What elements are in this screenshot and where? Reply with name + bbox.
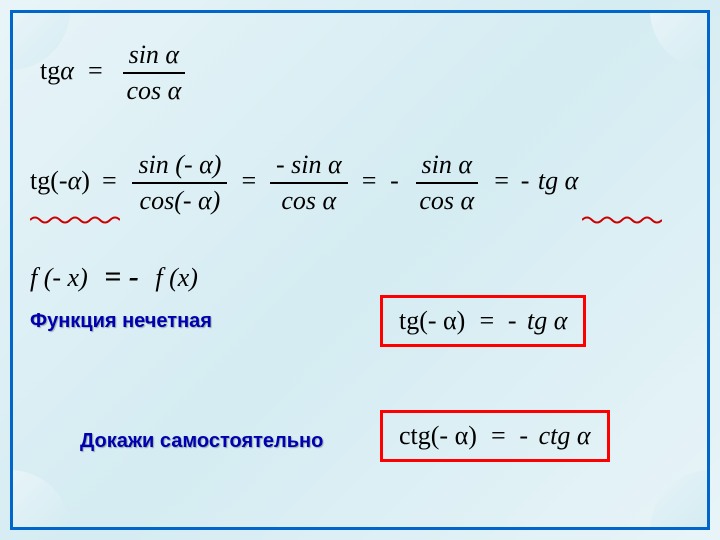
eq2-neg: - — [59, 166, 68, 195]
box1-rhs: tg α — [527, 306, 567, 335]
box2-lhs: ctg(- α) — [399, 421, 477, 450]
eq2-rhs-neg: - — [521, 166, 530, 195]
eq2-close: ) — [81, 166, 90, 195]
eq1-num: sin α — [123, 40, 186, 74]
eq1-lhs-fn: tg — [40, 56, 60, 85]
eq3-rhs: f (x) — [155, 263, 198, 292]
eq2-f3-num: sin α — [416, 150, 479, 184]
eq2-frac1: sin (- α) cos(- α) — [132, 150, 227, 216]
eq2-f2-den: cos α — [275, 184, 342, 216]
equation-1: tgα = sin α cos α — [40, 40, 191, 106]
box2-neg: - — [519, 421, 528, 450]
eq2-rhs: tg α — [538, 166, 578, 195]
eq2-frac2: - sin α cos α — [270, 150, 348, 216]
eq2-lhs-fn: tg( — [30, 166, 59, 195]
eq2-f1-num: sin (- α) — [132, 150, 227, 184]
eq1-equals: = — [86, 56, 104, 85]
equation-2: tg(-α) = sin (- α) cos(- α) = - sin α co… — [30, 150, 578, 216]
eq2-eq4: = — [493, 166, 511, 195]
squiggle-2 — [582, 215, 662, 223]
box1-eq: = — [478, 306, 496, 335]
slide-content: tgα = sin α cos α tg(-α) = sin (- α) cos… — [30, 30, 690, 510]
eq2-f2-num: - sin α — [270, 150, 348, 184]
label-odd-function: Функция нечетная — [30, 310, 212, 333]
eq2-f1-den: cos(- α) — [134, 184, 227, 216]
result-box-tg: tg(- α) = - tg α — [380, 295, 586, 347]
squiggle-1 — [30, 215, 120, 223]
equation-3: f (- x) = - f (x) — [30, 260, 198, 294]
label-prove-yourself: Докажи самостоятельно — [80, 430, 323, 453]
eq2-f3-den: cos α — [413, 184, 480, 216]
box1-neg: - — [508, 306, 517, 335]
eq3-lhs: f (- x) — [30, 263, 88, 292]
eq2-var: α — [68, 166, 82, 195]
eq3-eq: = - — [104, 260, 139, 293]
box1-lhs: tg(- α) — [399, 306, 465, 335]
eq2-frac3: sin α cos α — [413, 150, 480, 216]
eq1-var: α — [60, 56, 74, 85]
eq2-neg3: - — [390, 166, 399, 195]
box2-rhs: ctg α — [539, 421, 591, 450]
eq2-eq1: = — [100, 166, 118, 195]
eq2-eq2: = — [240, 166, 258, 195]
eq1-den: cos α — [120, 74, 187, 106]
eq2-eq3: = — [360, 166, 378, 195]
result-box-ctg: ctg(- α) = - ctg α — [380, 410, 610, 462]
eq1-fraction: sin α cos α — [120, 40, 187, 106]
box2-eq: = — [489, 421, 507, 450]
